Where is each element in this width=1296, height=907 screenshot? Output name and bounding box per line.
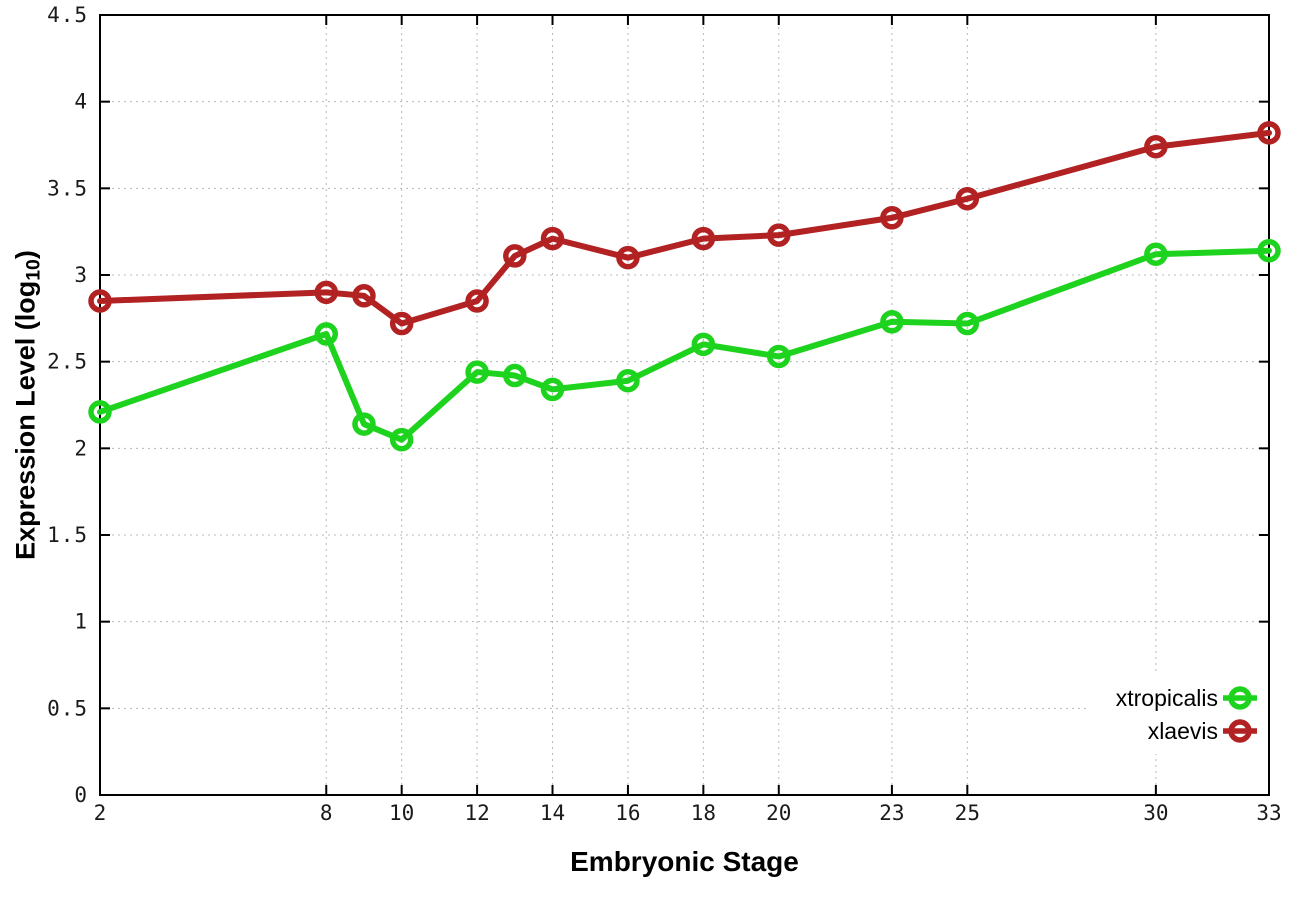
y-tick-label: 0 bbox=[74, 783, 88, 807]
data-point-xtropicalis bbox=[314, 322, 339, 346]
x-tick-label: 25 bbox=[955, 801, 980, 825]
data-point-xtropicalis bbox=[955, 311, 980, 336]
data-point-xtropicalis bbox=[616, 368, 640, 393]
y-axis-title-subscript: 10 bbox=[22, 259, 45, 281]
legend-label-xlaevis: xlaevis bbox=[1148, 718, 1218, 744]
x-tick-label: 16 bbox=[615, 801, 640, 825]
x-tick-label: 12 bbox=[464, 801, 489, 825]
y-tick-label: 4 bbox=[74, 90, 88, 114]
data-point-xtropicalis bbox=[1144, 242, 1168, 266]
tick-labels: 2 8 10 12 14 16 18 20 23 25 30 33 0 0.5 1 1.5 2 2.5 3 3.5 4 4… bbox=[47, 3, 1282, 825]
x-tick-label: 2 bbox=[94, 801, 107, 825]
data-point-xlaevis bbox=[389, 311, 414, 336]
y-axis-title-text: Expression Level (log bbox=[10, 280, 41, 560]
data-point-xlaevis bbox=[540, 226, 565, 251]
y-tick-label: 0.5 bbox=[47, 696, 88, 720]
data-point-xtropicalis bbox=[465, 360, 489, 384]
data-point-xlaevis bbox=[955, 186, 980, 211]
data-point-xtropicalis bbox=[503, 363, 527, 388]
x-tick-label: 10 bbox=[389, 801, 414, 825]
data-point-xtropicalis bbox=[389, 427, 414, 452]
data-point-xlaevis bbox=[352, 284, 376, 308]
x-tick-label: 20 bbox=[766, 801, 791, 825]
legend: xtropicalis xlaevis bbox=[1090, 672, 1268, 754]
y-tick-label: 3 bbox=[74, 263, 88, 287]
x-tick-label: 18 bbox=[691, 801, 716, 825]
series-line-xlaevis bbox=[97, 129, 1272, 327]
y-tick-label: 1 bbox=[74, 610, 88, 634]
gridlines bbox=[100, 15, 1269, 795]
data-point-xtropicalis bbox=[1257, 238, 1281, 263]
data-point-xtropicalis bbox=[691, 332, 716, 357]
data-point-xtropicalis bbox=[88, 400, 112, 424]
x-axis-title: Embryonic Stage bbox=[570, 846, 799, 877]
y-axis-title: Expression Level (log10) bbox=[10, 250, 45, 560]
y-tick-label: 4.5 bbox=[47, 3, 88, 27]
data-point-xlaevis bbox=[616, 245, 640, 270]
legend-marker-xlaevis bbox=[1228, 719, 1252, 743]
x-tick-label: 33 bbox=[1256, 801, 1281, 825]
x-tick-label: 14 bbox=[540, 801, 565, 825]
legend-label-xtropicalis: xtropicalis bbox=[1116, 685, 1218, 711]
data-series bbox=[88, 121, 1281, 452]
data-point-xlaevis bbox=[503, 244, 527, 268]
data-point-xtropicalis bbox=[540, 377, 565, 402]
y-axis-title-close: ) bbox=[10, 250, 41, 260]
data-point-xlaevis bbox=[880, 206, 904, 230]
legend-marker-xtropicalis bbox=[1228, 686, 1252, 710]
data-point-xlaevis bbox=[88, 289, 112, 313]
data-point-xlaevis bbox=[691, 226, 716, 251]
data-point-xlaevis bbox=[465, 289, 489, 313]
data-point-xlaevis bbox=[1144, 134, 1168, 159]
data-point-xtropicalis bbox=[352, 412, 376, 436]
x-tick-label: 30 bbox=[1143, 801, 1168, 825]
data-point-xtropicalis bbox=[880, 310, 904, 334]
series-line-xtropicalis bbox=[97, 247, 1272, 443]
y-tick-label: 2.5 bbox=[47, 350, 88, 374]
y-tick-label: 2 bbox=[74, 436, 88, 460]
y-tick-label: 3.5 bbox=[47, 176, 88, 200]
data-point-xtropicalis bbox=[767, 344, 791, 369]
y-tick-label: 1.5 bbox=[47, 523, 88, 547]
data-point-xlaevis bbox=[767, 223, 791, 247]
x-tick-label: 8 bbox=[320, 801, 333, 825]
data-point-xlaevis bbox=[314, 280, 339, 305]
data-point-xlaevis bbox=[1257, 121, 1281, 145]
x-tick-label: 23 bbox=[879, 801, 904, 825]
